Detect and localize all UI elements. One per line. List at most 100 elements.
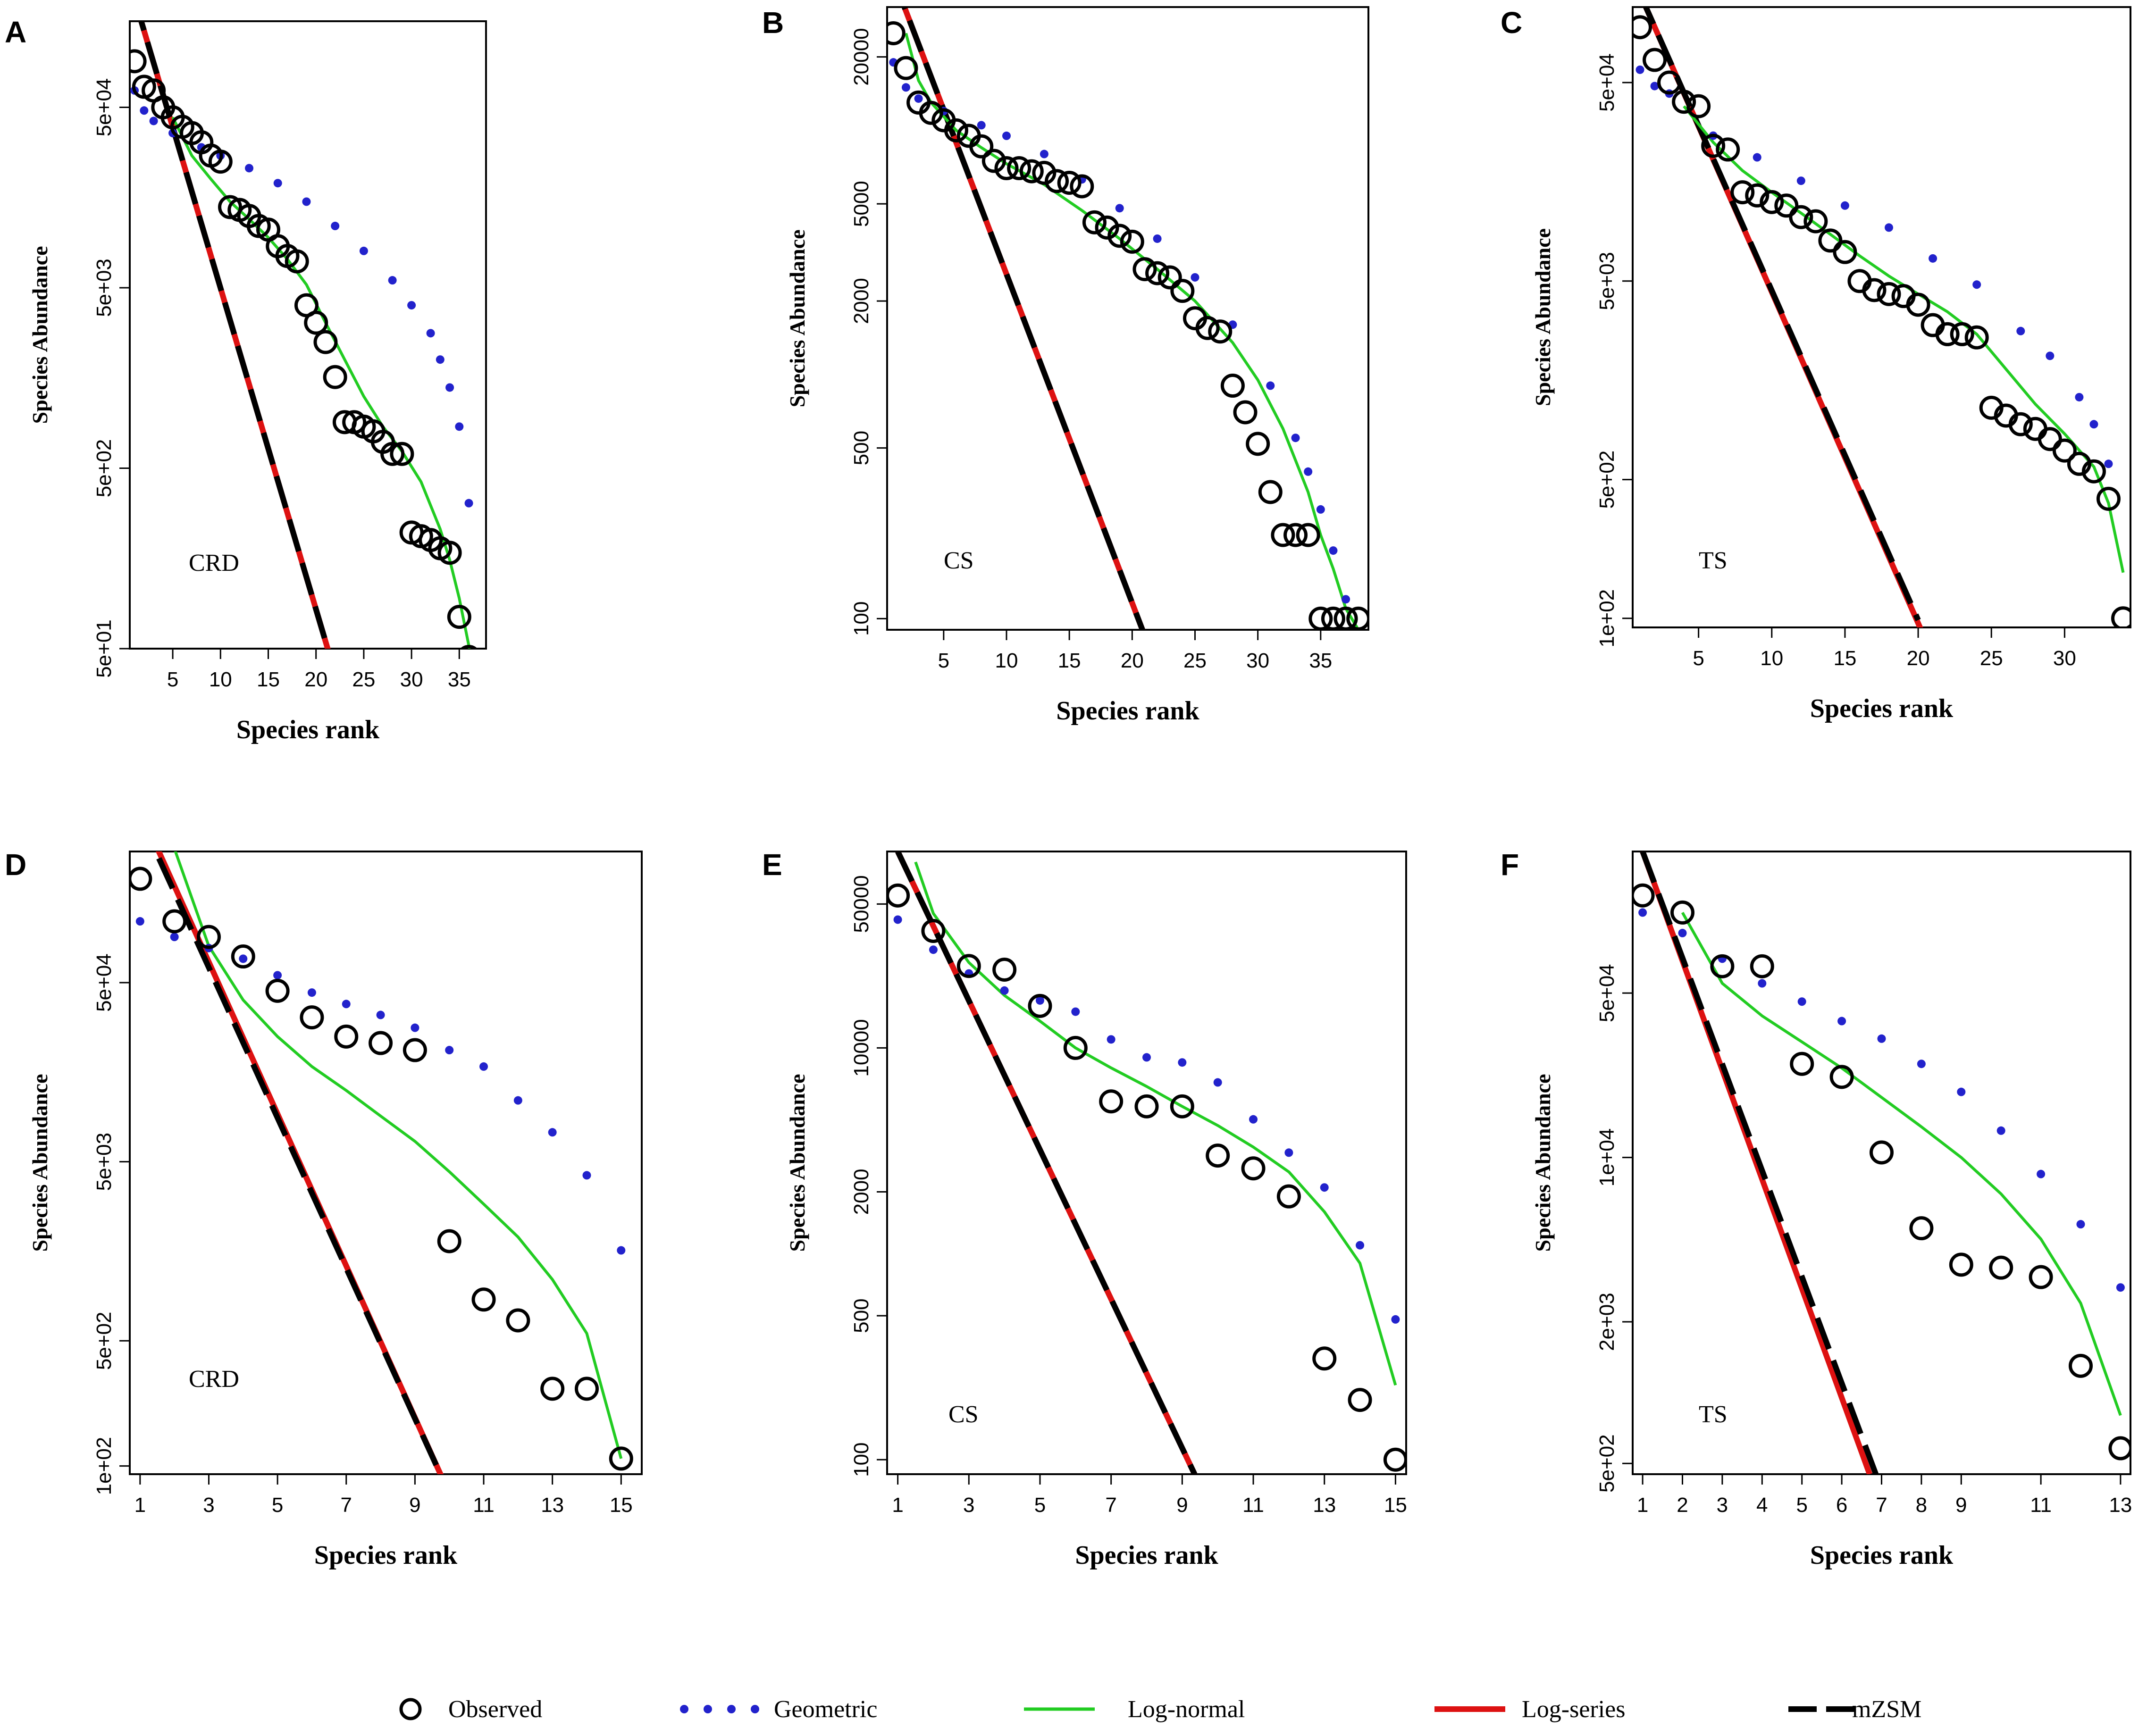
observed-point xyxy=(1989,1255,2013,1280)
x-axis-label: Species rank xyxy=(1075,1541,1218,1570)
observed-point xyxy=(1321,606,1345,630)
y-tick-label: 5e+02 xyxy=(1595,1434,1619,1493)
y-tick-label: 50000 xyxy=(850,875,873,933)
geometric-point xyxy=(426,329,435,338)
geometric-point xyxy=(1877,1034,1886,1043)
site-label: CS xyxy=(948,1401,979,1428)
site-label: CS xyxy=(944,547,974,574)
observed-point xyxy=(1686,94,1711,118)
observed-point xyxy=(1170,279,1195,303)
observed-point xyxy=(1833,240,1857,264)
y-axis-label: Species Abundance xyxy=(28,1074,52,1252)
observed-point xyxy=(1829,1065,1854,1089)
x-tick-label: 4 xyxy=(1756,1494,1768,1517)
geometric-point xyxy=(1650,82,1659,91)
observed-point xyxy=(1672,90,1696,114)
observed-point xyxy=(1032,160,1057,185)
observed-point xyxy=(2108,1436,2130,1461)
observed-point xyxy=(1657,70,1682,95)
observed-point xyxy=(2023,417,2047,441)
observed-point xyxy=(1909,1216,1934,1241)
observed-point xyxy=(1028,993,1052,1018)
geometric-point xyxy=(170,933,179,942)
geometric-point xyxy=(331,222,340,231)
x-tick-label: 8 xyxy=(1916,1494,1927,1517)
y-tick-label: 100 xyxy=(850,601,873,636)
legend-observed-label: Observed xyxy=(448,1696,542,1723)
panel-letter-f: F xyxy=(1501,848,1519,882)
observed-point xyxy=(1206,1143,1230,1168)
geometric-point xyxy=(1213,1078,1222,1087)
x-axis-label: Species rank xyxy=(314,1541,458,1570)
x-tick-label: 15 xyxy=(1833,647,1856,670)
geometric-point xyxy=(1142,1053,1151,1062)
observed-point xyxy=(1877,282,1901,306)
x-tick-label: 1 xyxy=(892,1494,903,1517)
geometric-point xyxy=(464,499,473,508)
observed-point xyxy=(334,1024,359,1049)
geometric-point xyxy=(1316,505,1325,514)
panels: A5 10 15 20 25 30 355e+015e+025e+035e+04Specie… xyxy=(5,6,2132,1570)
observed-point xyxy=(265,978,290,1003)
geometric-point xyxy=(302,197,311,206)
panel-letter-c: C xyxy=(1501,6,1522,40)
geometric-point xyxy=(1917,1060,1926,1068)
observed-point xyxy=(2029,1265,2053,1289)
y-axis-label: Species Abundance xyxy=(785,229,809,407)
y-tick-label: 1e+04 xyxy=(1595,1128,1619,1187)
geometric-point xyxy=(1107,1035,1115,1044)
geometric-point xyxy=(1178,1058,1187,1067)
observed-point xyxy=(1803,209,1828,234)
observed-point xyxy=(218,195,243,219)
observed-point xyxy=(2067,451,2091,476)
observed-point xyxy=(1333,606,1358,630)
observed-point xyxy=(1935,322,1960,346)
observed-point xyxy=(208,150,233,174)
observed-point xyxy=(2111,606,2130,627)
legend-geometric-symbol xyxy=(680,1705,688,1713)
observed-point xyxy=(1132,257,1157,282)
observed-point xyxy=(1964,325,1989,350)
y-tick-label: 5e+03 xyxy=(92,1133,116,1191)
panel-letter-b: B xyxy=(762,6,784,40)
geometric-point xyxy=(2104,459,2113,468)
geometric-point xyxy=(1035,996,1044,1005)
y-tick-label: 1e+02 xyxy=(92,1437,116,1495)
observed-point xyxy=(1750,954,1774,978)
observed-point xyxy=(1120,229,1144,254)
mzsm-line xyxy=(901,7,1146,630)
observed-point xyxy=(1019,159,1044,184)
observed-point xyxy=(1716,137,1740,162)
plot-area xyxy=(887,7,1368,630)
observed-point xyxy=(921,918,946,943)
geometric-point xyxy=(388,276,397,285)
mzsm-line xyxy=(895,851,1198,1474)
log-normal-line xyxy=(1683,105,2125,573)
geometric-point xyxy=(1635,65,1644,74)
geometric-point xyxy=(893,915,902,924)
observed-point xyxy=(1208,319,1233,344)
geometric-point xyxy=(901,83,910,92)
x-tick-label: 5 xyxy=(272,1494,283,1517)
observed-point xyxy=(1170,1094,1194,1118)
observed-point xyxy=(1701,134,1726,158)
observed-point xyxy=(300,1005,324,1030)
observed-point xyxy=(956,954,981,978)
legend-observed-symbol xyxy=(399,1698,422,1720)
observed-point xyxy=(231,944,255,969)
geometric-point xyxy=(2046,351,2055,360)
x-tick-label: 7 xyxy=(1105,1494,1116,1517)
geometric-point xyxy=(342,1000,351,1009)
geometric-point xyxy=(411,1023,419,1032)
x-tick-label: 35 xyxy=(448,668,471,691)
panel-c: C 5 10 15 20 25 30 1e+02 5e+02 5e+03 5e+04 Species … xyxy=(1501,6,2131,723)
observed-point xyxy=(403,1038,427,1062)
log-normal-line xyxy=(1681,911,2122,1416)
panel-a: A 5 10 15 20 25 30 35 5e+01 5e+02 5e+03 5e+04 Specie… xyxy=(5,15,487,744)
x-tick-label: 30 xyxy=(2053,647,2076,670)
x-axis-label: Species rank xyxy=(1810,694,1954,723)
x-tick-label: 10 xyxy=(995,649,1018,672)
y-tick-label: 500 xyxy=(850,1298,873,1333)
x-axis-label: Species rank xyxy=(1056,696,1199,726)
geometric-point xyxy=(2116,1283,2125,1292)
